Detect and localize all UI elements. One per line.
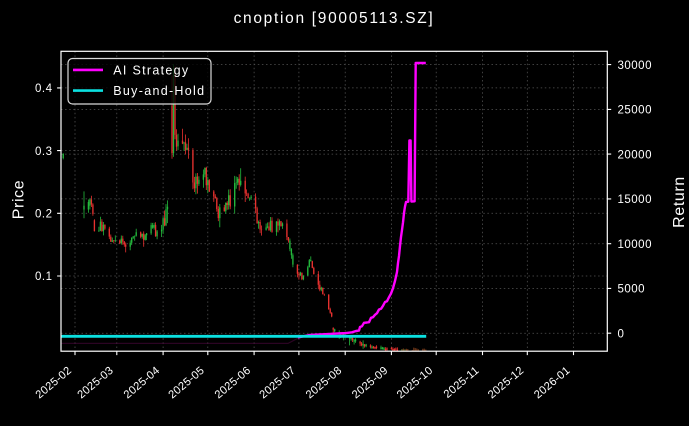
svg-text:0.1: 0.1 [35, 271, 53, 283]
svg-text:15000: 15000 [618, 194, 652, 206]
svg-text:10000: 10000 [618, 239, 652, 251]
svg-text:Price: Price [10, 180, 27, 219]
svg-text:AI Strategy: AI Strategy [113, 63, 189, 77]
svg-text:Return: Return [671, 176, 688, 228]
svg-text:30000: 30000 [618, 60, 652, 72]
svg-text:cnoption [90005113.SZ]: cnoption [90005113.SZ] [234, 10, 435, 27]
svg-text:0.4: 0.4 [35, 83, 53, 95]
svg-text:0.3: 0.3 [35, 146, 53, 158]
svg-text:25000: 25000 [618, 105, 652, 117]
svg-text:0.2: 0.2 [35, 209, 53, 221]
svg-text:5000: 5000 [618, 284, 646, 296]
svg-text:Buy-and-Hold: Buy-and-Hold [113, 84, 205, 98]
svg-text:20000: 20000 [618, 149, 652, 161]
svg-text:0: 0 [618, 328, 625, 340]
